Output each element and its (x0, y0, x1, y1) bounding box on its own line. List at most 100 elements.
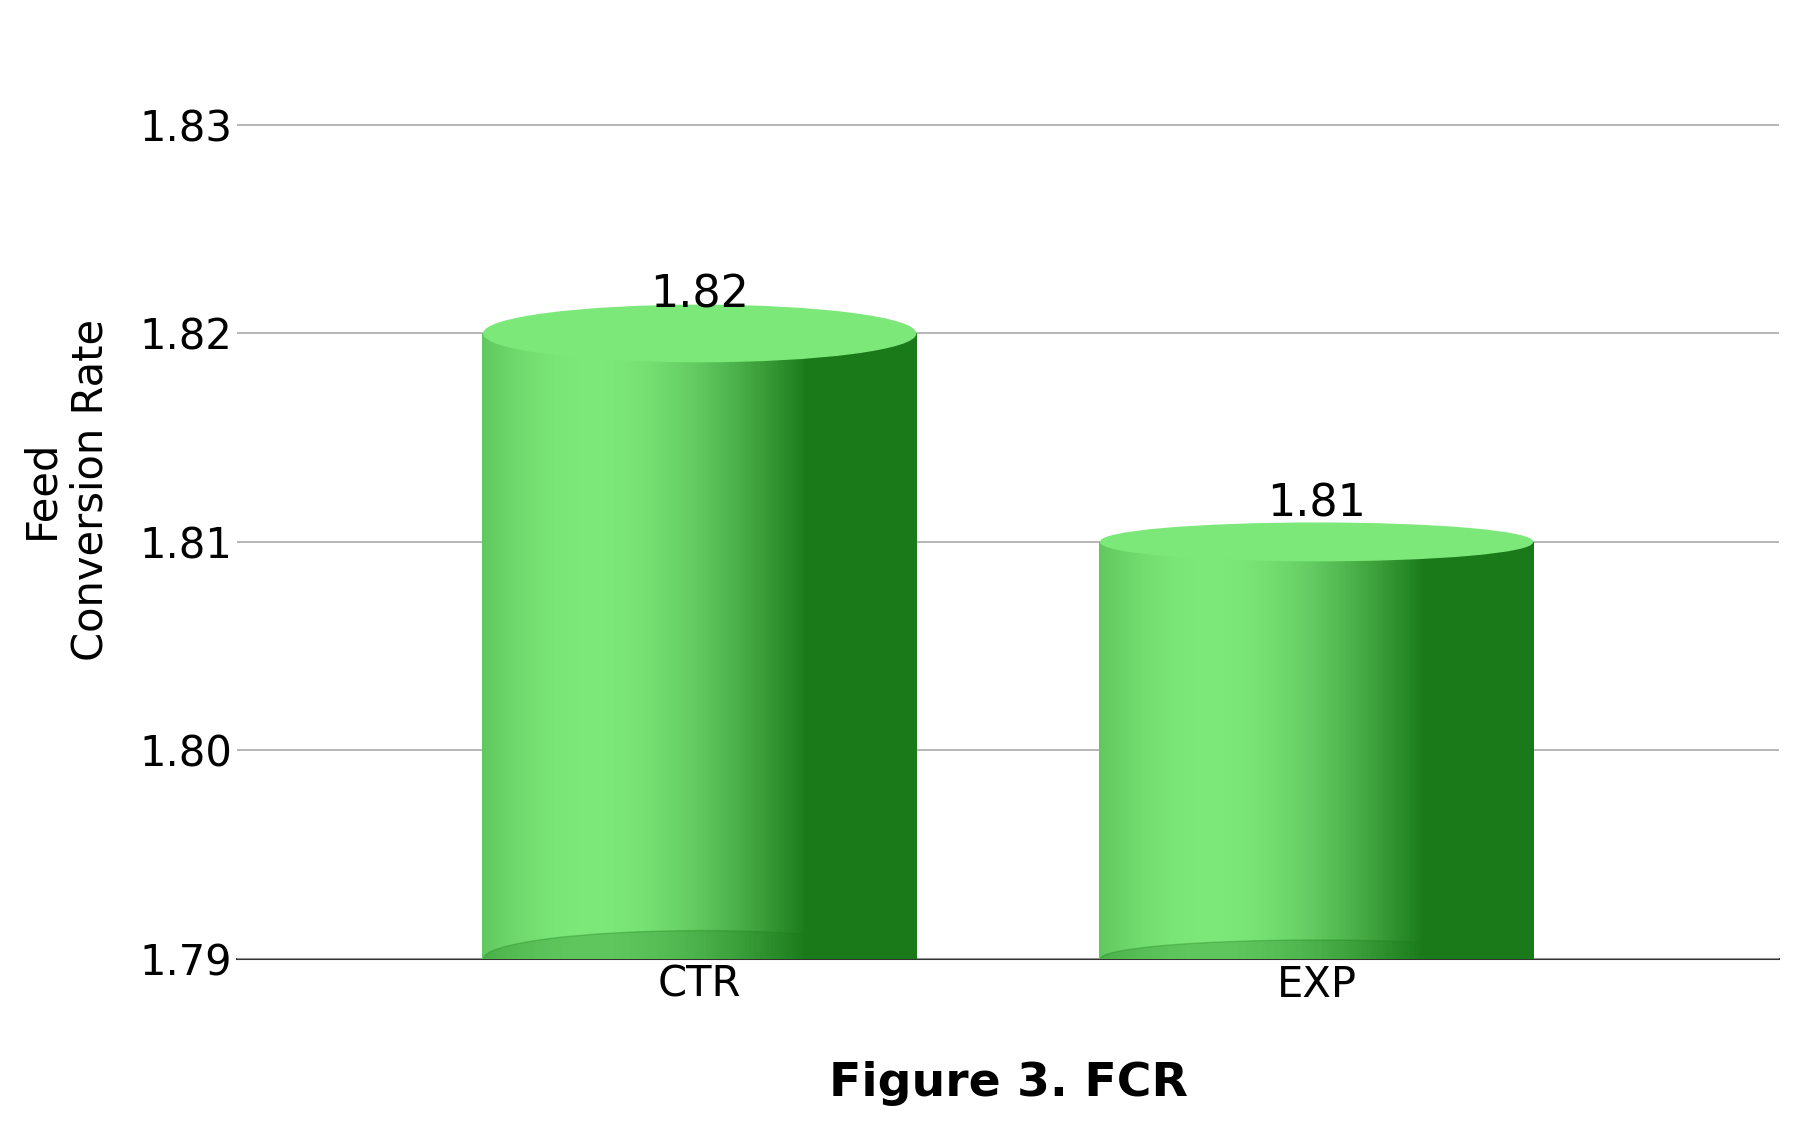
Bar (682, 334, 686, 959)
Bar (868, 334, 871, 959)
Bar (607, 334, 608, 959)
Bar (509, 334, 513, 959)
Bar (882, 334, 886, 959)
Bar (1424, 542, 1427, 959)
Bar (1228, 542, 1231, 959)
Bar (610, 334, 614, 959)
Bar (1487, 542, 1490, 959)
Bar (751, 334, 754, 959)
Bar (1201, 542, 1204, 959)
Bar (1427, 542, 1429, 959)
Bar (673, 334, 677, 959)
Bar (1382, 542, 1386, 959)
Bar (653, 334, 657, 959)
Bar (1280, 542, 1282, 959)
Bar (576, 334, 580, 959)
Bar (808, 334, 812, 959)
Bar (1402, 542, 1406, 959)
Bar (1134, 542, 1138, 959)
Bar (562, 334, 565, 959)
Bar (772, 334, 776, 959)
Bar (1220, 542, 1224, 959)
Bar (1375, 542, 1379, 959)
Bar (617, 334, 619, 959)
Bar (799, 334, 803, 959)
Bar (835, 334, 839, 959)
Bar (1467, 542, 1471, 959)
Bar (720, 334, 724, 959)
Bar (1276, 542, 1280, 959)
Bar (1190, 542, 1193, 959)
Bar (1478, 542, 1481, 959)
Bar (805, 334, 808, 959)
Bar (866, 334, 869, 959)
Bar (1138, 542, 1141, 959)
Bar (1463, 542, 1467, 959)
Bar (1526, 542, 1530, 959)
Bar (909, 334, 913, 959)
Bar (1485, 542, 1489, 959)
Bar (524, 334, 527, 959)
Bar (1258, 542, 1260, 959)
Bar (747, 334, 751, 959)
Bar (1285, 542, 1289, 959)
Bar (1354, 542, 1355, 959)
Bar (1283, 542, 1287, 959)
Bar (729, 334, 733, 959)
Bar (1409, 542, 1413, 959)
Bar (1145, 542, 1148, 959)
Bar (842, 334, 846, 959)
Bar (745, 334, 749, 959)
Bar (1456, 542, 1460, 959)
Bar (540, 334, 544, 959)
Bar (571, 334, 574, 959)
Bar (893, 334, 896, 959)
Bar (851, 334, 855, 959)
Bar (731, 334, 734, 959)
Bar (1348, 542, 1352, 959)
Bar (1157, 542, 1161, 959)
Bar (545, 334, 549, 959)
Bar (896, 334, 900, 959)
Ellipse shape (1100, 940, 1532, 977)
Bar (1242, 542, 1246, 959)
Bar (1265, 542, 1269, 959)
Bar (1100, 542, 1102, 959)
Bar (1244, 542, 1247, 959)
Bar (1240, 542, 1244, 959)
Bar (677, 334, 680, 959)
Bar (1166, 542, 1170, 959)
Bar (1422, 542, 1426, 959)
Bar (887, 334, 891, 959)
Bar (761, 334, 765, 959)
Bar (1523, 542, 1525, 959)
Bar (603, 334, 607, 959)
Bar (1391, 542, 1395, 959)
Bar (846, 334, 850, 959)
Bar (1390, 542, 1393, 959)
Bar (1316, 542, 1319, 959)
Bar (1339, 542, 1343, 959)
Bar (1472, 542, 1476, 959)
Bar (491, 334, 495, 959)
Bar (797, 334, 801, 959)
Bar (684, 334, 688, 959)
Bar (1147, 542, 1150, 959)
Bar (567, 334, 571, 959)
Bar (695, 334, 698, 959)
Bar (1417, 542, 1418, 959)
Bar (1309, 542, 1312, 959)
Bar (1103, 542, 1107, 959)
Bar (801, 334, 805, 959)
Bar (1168, 542, 1172, 959)
Bar (787, 334, 790, 959)
Bar (1507, 542, 1510, 959)
Bar (1301, 542, 1305, 959)
Bar (1483, 542, 1487, 959)
Bar (1181, 542, 1184, 959)
Bar (1186, 542, 1190, 959)
Bar (1224, 542, 1228, 959)
Bar (1517, 542, 1521, 959)
Bar (565, 334, 569, 959)
Bar (1327, 542, 1330, 959)
